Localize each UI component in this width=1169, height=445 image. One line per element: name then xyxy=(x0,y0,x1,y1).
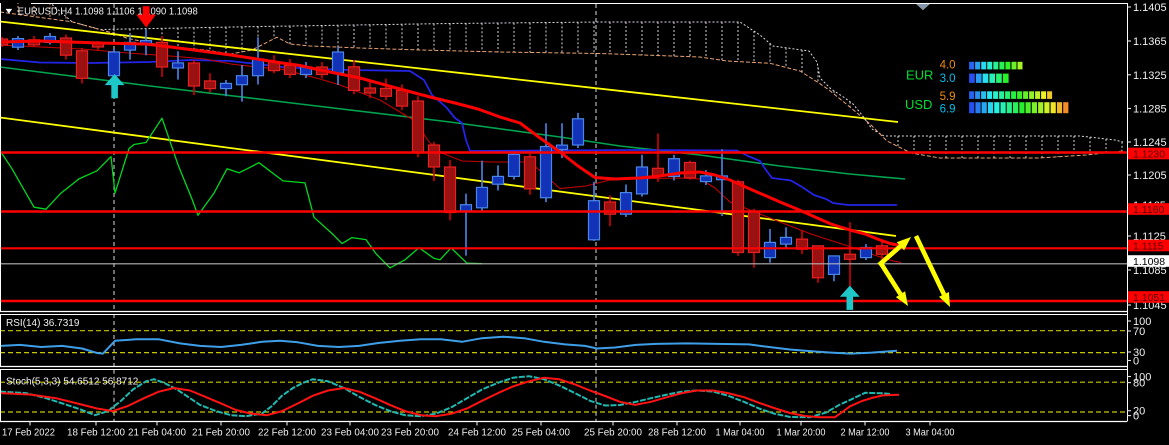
svg-text:23 Feb 04:00: 23 Feb 04:00 xyxy=(321,427,379,439)
svg-text:17 Feb 2022: 17 Feb 2022 xyxy=(2,427,55,439)
svg-text:1.1205: 1.1205 xyxy=(1133,170,1167,182)
svg-text:18 Feb 12:00: 18 Feb 12:00 xyxy=(67,427,125,439)
svg-text:6.9: 6.9 xyxy=(940,104,956,116)
svg-text:3 Mar 04:00: 3 Mar 04:00 xyxy=(906,427,955,439)
svg-text:1.1285: 1.1285 xyxy=(1133,104,1167,116)
svg-text:80: 80 xyxy=(1133,378,1145,390)
svg-text:3.0: 3.0 xyxy=(940,73,956,85)
svg-text:1.1098: 1.1098 xyxy=(1133,256,1165,268)
svg-text:100: 100 xyxy=(1133,372,1151,384)
svg-text:RSI(14) 36.7319: RSI(14) 36.7319 xyxy=(6,318,80,329)
svg-text:22 Feb 12:00: 22 Feb 12:00 xyxy=(258,427,316,439)
svg-text:Stoch(5,3,3) 54.6512 56.8712: Stoch(5,3,3) 54.6512 56.8712 xyxy=(6,377,139,388)
svg-text:1 Mar 20:00: 1 Mar 20:00 xyxy=(777,427,826,439)
svg-text:1.1365: 1.1365 xyxy=(1133,36,1167,48)
svg-text:21 Feb 20:00: 21 Feb 20:00 xyxy=(192,427,250,439)
svg-text:70: 70 xyxy=(1133,326,1145,338)
svg-text:EURUSD,H4 1.1098 1.1106 1.109: EURUSD,H4 1.1098 1.1106 1.1090 1.1098 xyxy=(18,6,198,18)
svg-text:1.1045: 1.1045 xyxy=(1133,300,1167,312)
svg-text:1.1405: 1.1405 xyxy=(1133,2,1167,14)
svg-text:1.1115: 1.1115 xyxy=(1133,241,1164,253)
svg-text:20: 20 xyxy=(1133,406,1145,418)
svg-text:5.9: 5.9 xyxy=(940,91,956,103)
svg-text:25 Feb 04:00: 25 Feb 04:00 xyxy=(512,427,570,439)
svg-text:1.1085: 1.1085 xyxy=(1133,265,1167,277)
svg-text:EUR: EUR xyxy=(906,68,933,83)
svg-text:0: 0 xyxy=(1133,411,1139,423)
svg-text:30: 30 xyxy=(1133,347,1145,359)
svg-text:USD: USD xyxy=(905,97,932,112)
svg-text:2 Mar 12:00: 2 Mar 12:00 xyxy=(841,427,890,439)
svg-text:24 Feb 12:00: 24 Feb 12:00 xyxy=(448,427,506,439)
svg-text:21 Feb 04:00: 21 Feb 04:00 xyxy=(128,427,186,439)
svg-text:100: 100 xyxy=(1133,316,1151,328)
svg-text:1.1230: 1.1230 xyxy=(1133,149,1165,161)
svg-text:4.0: 4.0 xyxy=(940,60,956,72)
svg-text:1.1245: 1.1245 xyxy=(1133,137,1167,149)
svg-text:1.1325: 1.1325 xyxy=(1133,70,1167,82)
svg-text:25 Feb 20:00: 25 Feb 20:00 xyxy=(584,427,642,439)
svg-text:0: 0 xyxy=(1133,356,1139,368)
svg-text:1.1160: 1.1160 xyxy=(1133,204,1164,216)
svg-text:1.1051: 1.1051 xyxy=(1133,292,1165,304)
svg-text:23 Feb 20:00: 23 Feb 20:00 xyxy=(381,427,439,439)
svg-text:1 Mar 04:00: 1 Mar 04:00 xyxy=(716,427,765,439)
svg-text:28 Feb 12:00: 28 Feb 12:00 xyxy=(648,427,706,439)
